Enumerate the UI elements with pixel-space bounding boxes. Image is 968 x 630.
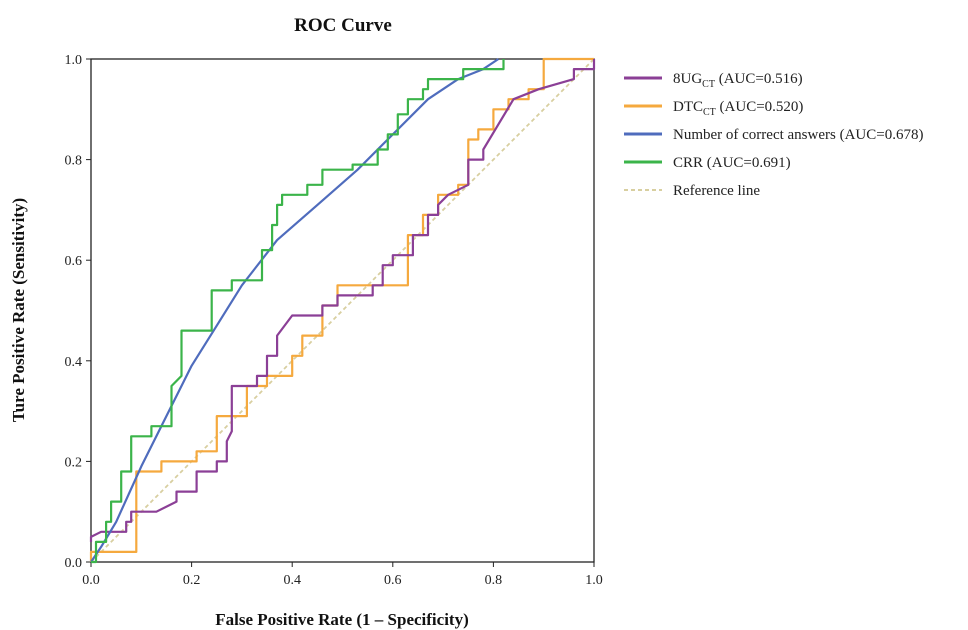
- y-tick-label: 1.0: [65, 53, 83, 68]
- legend-label: 8UGCT (AUC=0.516): [673, 71, 803, 90]
- x-tick-label: 0.6: [384, 573, 402, 588]
- legend: 8UGCT (AUC=0.516)DTCCT (AUC=0.520)Number…: [624, 71, 923, 199]
- plot-frame: [90, 58, 595, 563]
- series-line-number-of-correct-answers: [90, 58, 500, 563]
- legend-series-auc: (AUC=0.516): [715, 71, 803, 87]
- x-tick-label: 0.2: [183, 573, 201, 588]
- legend-series-auc: (AUC=0.678): [836, 127, 924, 143]
- x-tick-label: 0.4: [283, 573, 301, 588]
- y-tick-label: 0.8: [65, 154, 83, 169]
- x-tick-label: 1.0: [585, 573, 603, 588]
- legend-series-auc: (AUC=0.520): [716, 99, 804, 115]
- y-tick-label: 0.2: [65, 455, 83, 470]
- chart-title: ROC Curve: [294, 15, 392, 36]
- legend-series-name: Number of correct answers: [673, 127, 836, 143]
- legend-label: Number of correct answers (AUC=0.678): [673, 127, 923, 143]
- legend-label: CRR (AUC=0.691): [673, 155, 791, 171]
- x-axis-title: False Positive Rate (1 – Specificity): [215, 610, 469, 629]
- series-line-crr: [91, 59, 505, 564]
- legend-series-subscript: CT: [703, 107, 716, 118]
- series-line-reference-line: [90, 58, 595, 563]
- legend-series-name: CRR: [673, 155, 703, 171]
- y-tick-label: 0.4: [65, 355, 83, 370]
- legend-label: Reference line: [673, 183, 760, 199]
- legend-series-name: Reference line: [673, 183, 760, 199]
- legend-label: DTCCT (AUC=0.520): [673, 99, 803, 118]
- legend-series-name: 8UG: [673, 71, 702, 87]
- x-tick-label: 0.8: [485, 573, 503, 588]
- plot-area: [89, 57, 596, 564]
- axes: 0.0 0.2 0.4 0.6 0.8 1.0 0.0 0.2 0.4 0.6 0.8 1.0: [65, 53, 603, 588]
- legend-series-name: DTC: [673, 99, 703, 115]
- legend-series-auc: (AUC=0.691): [703, 155, 791, 171]
- y-tick-label: 0.0: [65, 556, 83, 571]
- x-tick-label: 0.0: [82, 573, 100, 588]
- series-line-8ug: [89, 59, 596, 542]
- y-axis-title: Ture Positive Rate (Sensitivity): [9, 198, 28, 422]
- y-tick-label: 0.6: [65, 254, 83, 269]
- legend-series-subscript: CT: [702, 79, 715, 90]
